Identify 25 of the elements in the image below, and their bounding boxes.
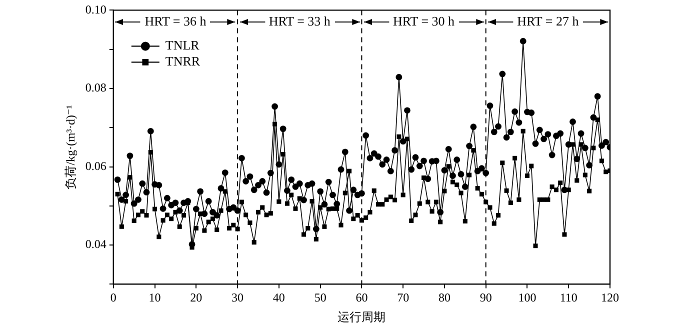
x-tick-label: 120	[601, 290, 619, 305]
x-tick-label: 30	[232, 290, 244, 305]
x-tick-label: 20	[190, 290, 202, 305]
y-tick-label: 0.10	[85, 2, 106, 16]
x-tick-label: 50	[314, 290, 326, 305]
y-tick-label: 0.04	[85, 237, 106, 252]
y-tick-label: 0.08	[85, 80, 106, 95]
x-tick-label: 100	[518, 290, 536, 305]
x-tick-label: 10	[148, 290, 161, 305]
annotation: HRT = 33 h	[268, 13, 331, 28]
x-axis-title: 运行周期	[338, 310, 386, 324]
x-tick-label: 80	[438, 290, 450, 305]
x-tick-label: 110	[560, 290, 578, 305]
x-tick-label: 90	[480, 290, 492, 305]
y-axis-title: 负荷/kg·(m³·d)⁻¹	[63, 104, 78, 190]
y-tick-label: 0.06	[85, 158, 106, 173]
annotation: HRT = 30 h	[392, 13, 456, 28]
annotation: HRT = 36 h	[144, 13, 207, 28]
legend-label: TNRR	[165, 54, 200, 69]
x-tick-label: 70	[397, 290, 410, 305]
legend-label: TNLR	[165, 38, 200, 53]
x-tick-label: 40	[272, 290, 285, 305]
x-tick-label: 60	[356, 290, 368, 305]
x-tick-label: 0	[110, 290, 116, 305]
annotation: HRT = 27 h	[517, 13, 580, 28]
